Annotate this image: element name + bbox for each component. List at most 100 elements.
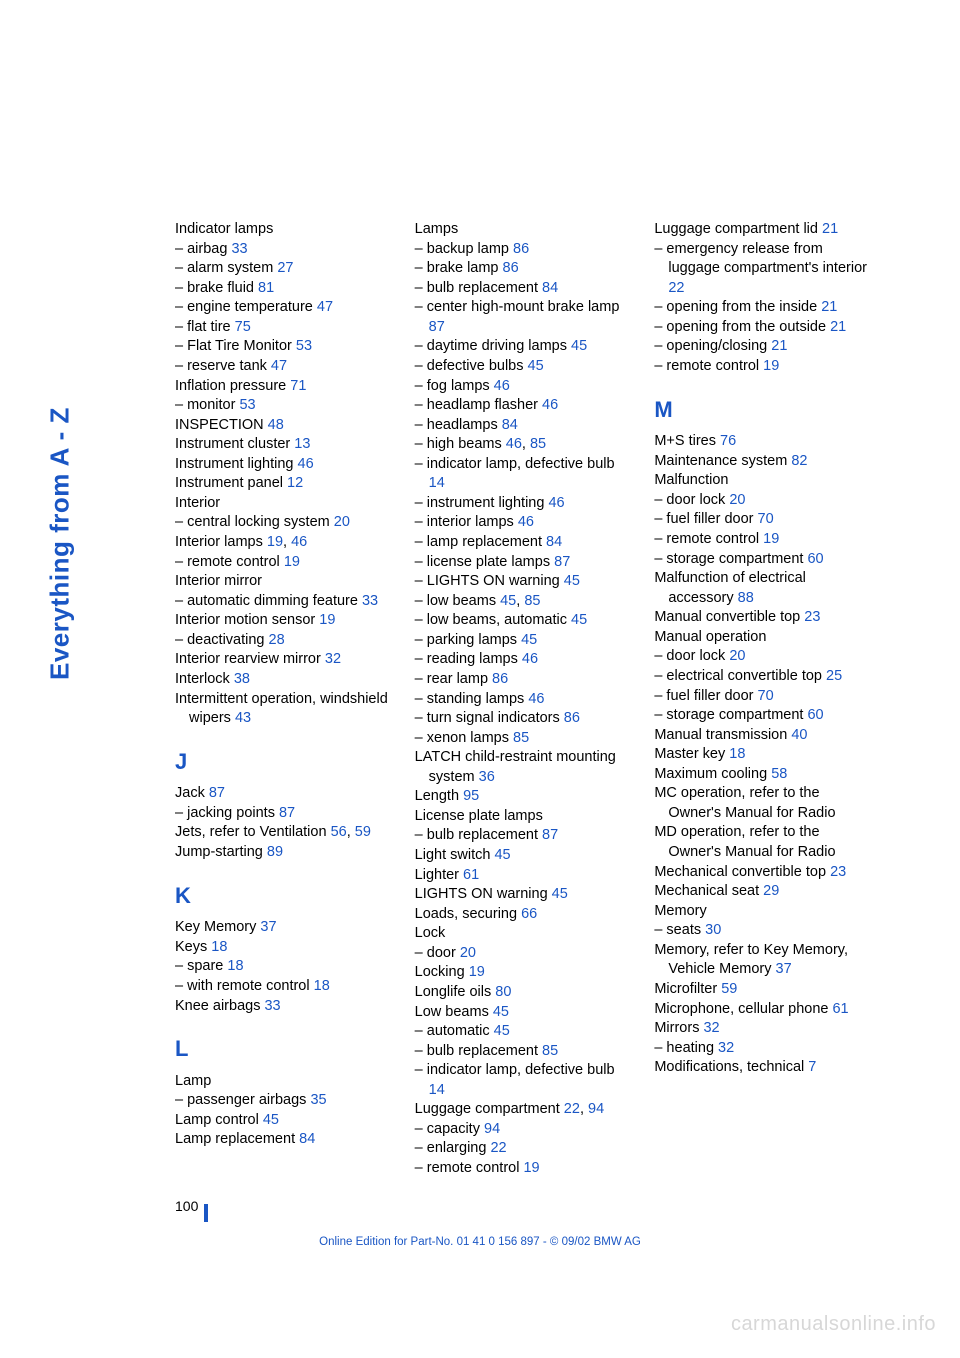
page-reference-link[interactable]: 45 [521, 632, 537, 648]
page-reference-link[interactable]: 47 [317, 299, 333, 315]
page-reference-link[interactable]: 20 [334, 514, 350, 530]
page-reference-link[interactable]: 95 [463, 788, 479, 804]
page-reference-link[interactable]: 32 [718, 1040, 734, 1056]
page-reference-link[interactable]: 21 [822, 221, 838, 237]
page-reference-link[interactable]: 84 [546, 534, 562, 550]
page-reference-link[interactable]: 33 [362, 593, 378, 609]
page-reference-link[interactable]: 19 [284, 554, 300, 570]
page-reference-link[interactable]: 85 [513, 730, 529, 746]
page-reference-link[interactable]: 36 [479, 769, 495, 785]
page-reference-link[interactable]: 89 [267, 844, 283, 860]
page-reference-link[interactable]: 87 [429, 319, 445, 335]
page-reference-link[interactable]: 14 [429, 475, 445, 491]
page-reference-link[interactable]: 45 [528, 358, 544, 374]
page-reference-link[interactable]: 19 [763, 358, 779, 374]
page-reference-link[interactable]: 58 [771, 766, 787, 782]
page-reference-link[interactable]: 88 [738, 590, 754, 606]
page-reference-link[interactable]: 14 [429, 1082, 445, 1098]
page-reference-link[interactable]: 13 [294, 436, 310, 452]
page-reference-link[interactable]: 48 [268, 417, 284, 433]
page-reference-link[interactable]: 18 [211, 939, 227, 955]
page-reference-link[interactable]: 61 [832, 1001, 848, 1017]
page-reference-link[interactable]: 86 [492, 671, 508, 687]
page-reference-link[interactable]: 60 [807, 551, 823, 567]
page-reference-link[interactable]: 45 [500, 593, 516, 609]
page-reference-link[interactable]: 45 [552, 886, 568, 902]
page-reference-link[interactable]: 47 [271, 358, 287, 374]
page-reference-link[interactable]: 32 [703, 1020, 719, 1036]
page-reference-link[interactable]: 45 [493, 1004, 509, 1020]
page-reference-link[interactable]: 82 [791, 453, 807, 469]
page-reference-link[interactable]: 33 [264, 998, 280, 1014]
page-reference-link[interactable]: 21 [771, 338, 787, 354]
page-reference-link[interactable]: 19 [763, 531, 779, 547]
page-reference-link[interactable]: 22 [564, 1101, 580, 1117]
page-reference-link[interactable]: 84 [299, 1131, 315, 1147]
page-reference-link[interactable]: 45 [494, 1023, 510, 1039]
page-reference-link[interactable]: 21 [830, 319, 846, 335]
page-reference-link[interactable]: 19 [523, 1160, 539, 1176]
page-reference-link[interactable]: 75 [235, 319, 251, 335]
page-reference-link[interactable]: 18 [314, 978, 330, 994]
page-reference-link[interactable]: 86 [564, 710, 580, 726]
page-reference-link[interactable]: 28 [269, 632, 285, 648]
page-reference-link[interactable]: 86 [513, 241, 529, 257]
page-reference-link[interactable]: 37 [776, 961, 792, 977]
page-reference-link[interactable]: 20 [729, 648, 745, 664]
page-reference-link[interactable]: 87 [542, 827, 558, 843]
page-reference-link[interactable]: 32 [325, 651, 341, 667]
page-reference-link[interactable]: 43 [235, 710, 251, 726]
page-reference-link[interactable]: 46 [518, 514, 534, 530]
page-reference-link[interactable]: 46 [528, 691, 544, 707]
page-reference-link[interactable]: 22 [668, 280, 684, 296]
page-reference-link[interactable]: 94 [588, 1101, 604, 1117]
page-reference-link[interactable]: 46 [298, 456, 314, 472]
page-reference-link[interactable]: 59 [355, 824, 371, 840]
page-reference-link[interactable]: 61 [463, 867, 479, 883]
page-reference-link[interactable]: 59 [721, 981, 737, 997]
page-reference-link[interactable]: 30 [705, 922, 721, 938]
page-reference-link[interactable]: 86 [503, 260, 519, 276]
page-reference-link[interactable]: 45 [263, 1112, 279, 1128]
page-reference-link[interactable]: 29 [763, 883, 779, 899]
page-reference-link[interactable]: 45 [494, 847, 510, 863]
page-reference-link[interactable]: 12 [287, 475, 303, 491]
page-reference-link[interactable]: 70 [758, 688, 774, 704]
page-reference-link[interactable]: 18 [729, 746, 745, 762]
page-reference-link[interactable]: 35 [310, 1092, 326, 1108]
page-reference-link[interactable]: 80 [495, 984, 511, 1000]
page-reference-link[interactable]: 20 [729, 492, 745, 508]
page-reference-link[interactable]: 18 [227, 958, 243, 974]
page-reference-link[interactable]: 81 [258, 280, 274, 296]
page-reference-link[interactable]: 94 [484, 1121, 500, 1137]
page-reference-link[interactable]: 76 [720, 433, 736, 449]
page-reference-link[interactable]: 21 [821, 299, 837, 315]
page-reference-link[interactable]: 87 [209, 785, 225, 801]
page-reference-link[interactable]: 85 [530, 436, 546, 452]
page-reference-link[interactable]: 46 [494, 378, 510, 394]
page-reference-link[interactable]: 45 [571, 338, 587, 354]
page-reference-link[interactable]: 46 [522, 651, 538, 667]
page-reference-link[interactable]: 40 [791, 727, 807, 743]
page-reference-link[interactable]: 19 [319, 612, 335, 628]
page-reference-link[interactable]: 66 [521, 906, 537, 922]
page-reference-link[interactable]: 85 [542, 1043, 558, 1059]
page-reference-link[interactable]: 46 [542, 397, 558, 413]
page-reference-link[interactable]: 7 [808, 1059, 816, 1075]
page-reference-link[interactable]: 23 [830, 864, 846, 880]
page-reference-link[interactable]: 33 [231, 241, 247, 257]
page-reference-link[interactable]: 53 [296, 338, 312, 354]
page-reference-link[interactable]: 46 [291, 534, 307, 550]
page-reference-link[interactable]: 84 [542, 280, 558, 296]
page-reference-link[interactable]: 46 [506, 436, 522, 452]
page-reference-link[interactable]: 45 [564, 573, 580, 589]
page-reference-link[interactable]: 45 [571, 612, 587, 628]
page-reference-link[interactable]: 19 [267, 534, 283, 550]
page-reference-link[interactable]: 70 [758, 511, 774, 527]
page-reference-link[interactable]: 56 [331, 824, 347, 840]
page-reference-link[interactable]: 19 [469, 964, 485, 980]
page-reference-link[interactable]: 71 [290, 378, 306, 394]
page-reference-link[interactable]: 53 [239, 397, 255, 413]
page-reference-link[interactable]: 60 [807, 707, 823, 723]
page-reference-link[interactable]: 27 [277, 260, 293, 276]
